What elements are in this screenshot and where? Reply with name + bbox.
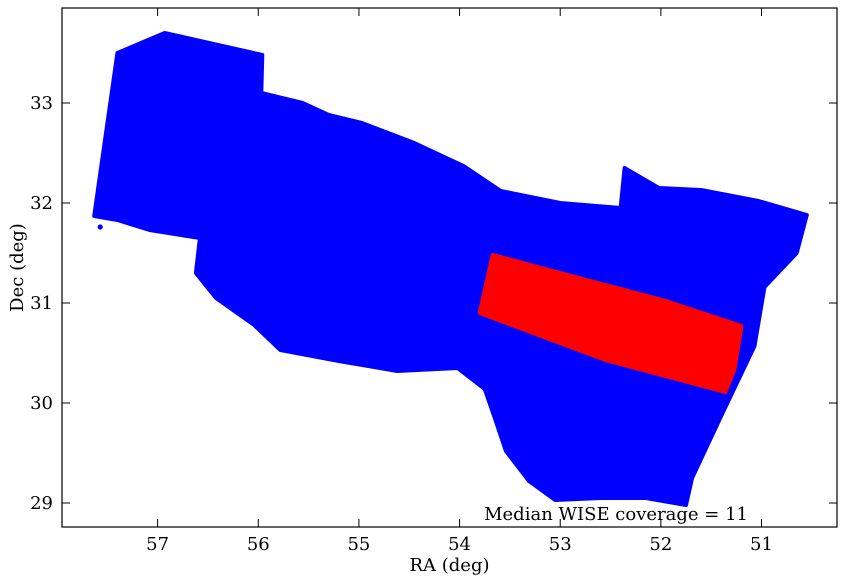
series-0-point-0 — [97, 224, 103, 230]
x-axis-label: RA (deg) — [409, 555, 489, 576]
x-tick-label: 56 — [247, 534, 270, 555]
x-tick-label: 57 — [146, 534, 169, 555]
coverage-annotation: Median WISE coverage = 11 — [484, 504, 748, 525]
y-axis-label: Dec (deg) — [7, 223, 28, 312]
series-layer — [92, 31, 809, 507]
x-tick-label: 54 — [448, 534, 471, 555]
series-1-region-0 — [477, 253, 744, 394]
series-0-point-2 — [515, 400, 521, 406]
x-tick-label: 52 — [649, 534, 672, 555]
x-tick-label: 55 — [347, 534, 370, 555]
y-tick-label: 30 — [30, 393, 53, 414]
series-0-region-0 — [92, 31, 809, 507]
y-tick-label: 32 — [30, 193, 53, 214]
plot-frame — [61, 7, 838, 528]
x-tick-label: 51 — [750, 534, 773, 555]
y-tick-label: 33 — [30, 93, 53, 114]
y-tick-label: 31 — [30, 293, 53, 314]
series-0-point-1 — [254, 312, 260, 318]
y-tick-label: 29 — [30, 493, 53, 514]
tick-layer: 57 56 55 54 53 52 51 29 30 31 32 33 — [30, 8, 837, 555]
x-tick-label: 53 — [549, 534, 572, 555]
